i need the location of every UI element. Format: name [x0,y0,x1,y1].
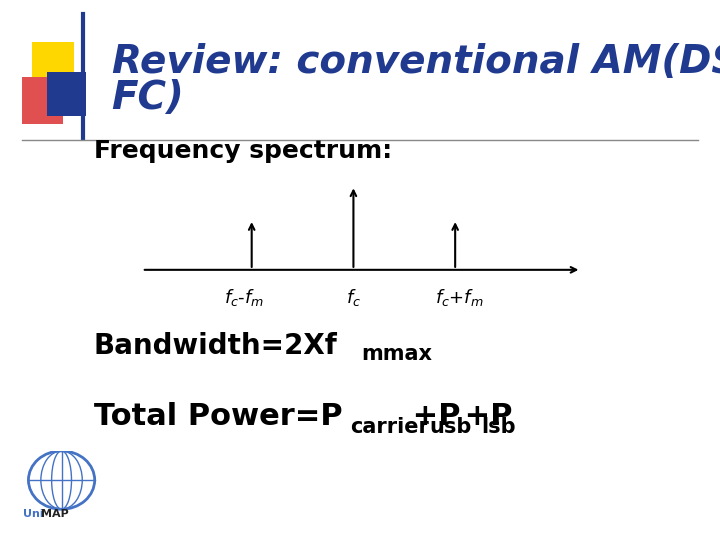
Text: Total Power=P: Total Power=P [94,402,342,431]
Text: $f_c$-$f_m$: $f_c$-$f_m$ [223,287,264,308]
Text: Review: conventional AM(DSB-: Review: conventional AM(DSB- [112,43,720,81]
Text: $f_c$+$f_m$: $f_c$+$f_m$ [435,287,484,308]
Text: +P: +P [402,402,460,431]
Text: carrier: carrier [350,416,429,437]
Text: Uni: Uni [23,509,44,519]
Text: usb: usb [429,416,472,437]
Text: Bandwidth=2Xf: Bandwidth=2Xf [94,332,338,360]
Text: $f_c$: $f_c$ [346,287,361,308]
Text: FC): FC) [112,79,184,117]
Text: Frequency spectrum:: Frequency spectrum: [94,139,392,163]
Text: mmax: mmax [361,343,433,364]
Text: lsb: lsb [481,416,516,437]
Text: MAP: MAP [41,509,69,519]
Text: +P: +P [454,402,512,431]
